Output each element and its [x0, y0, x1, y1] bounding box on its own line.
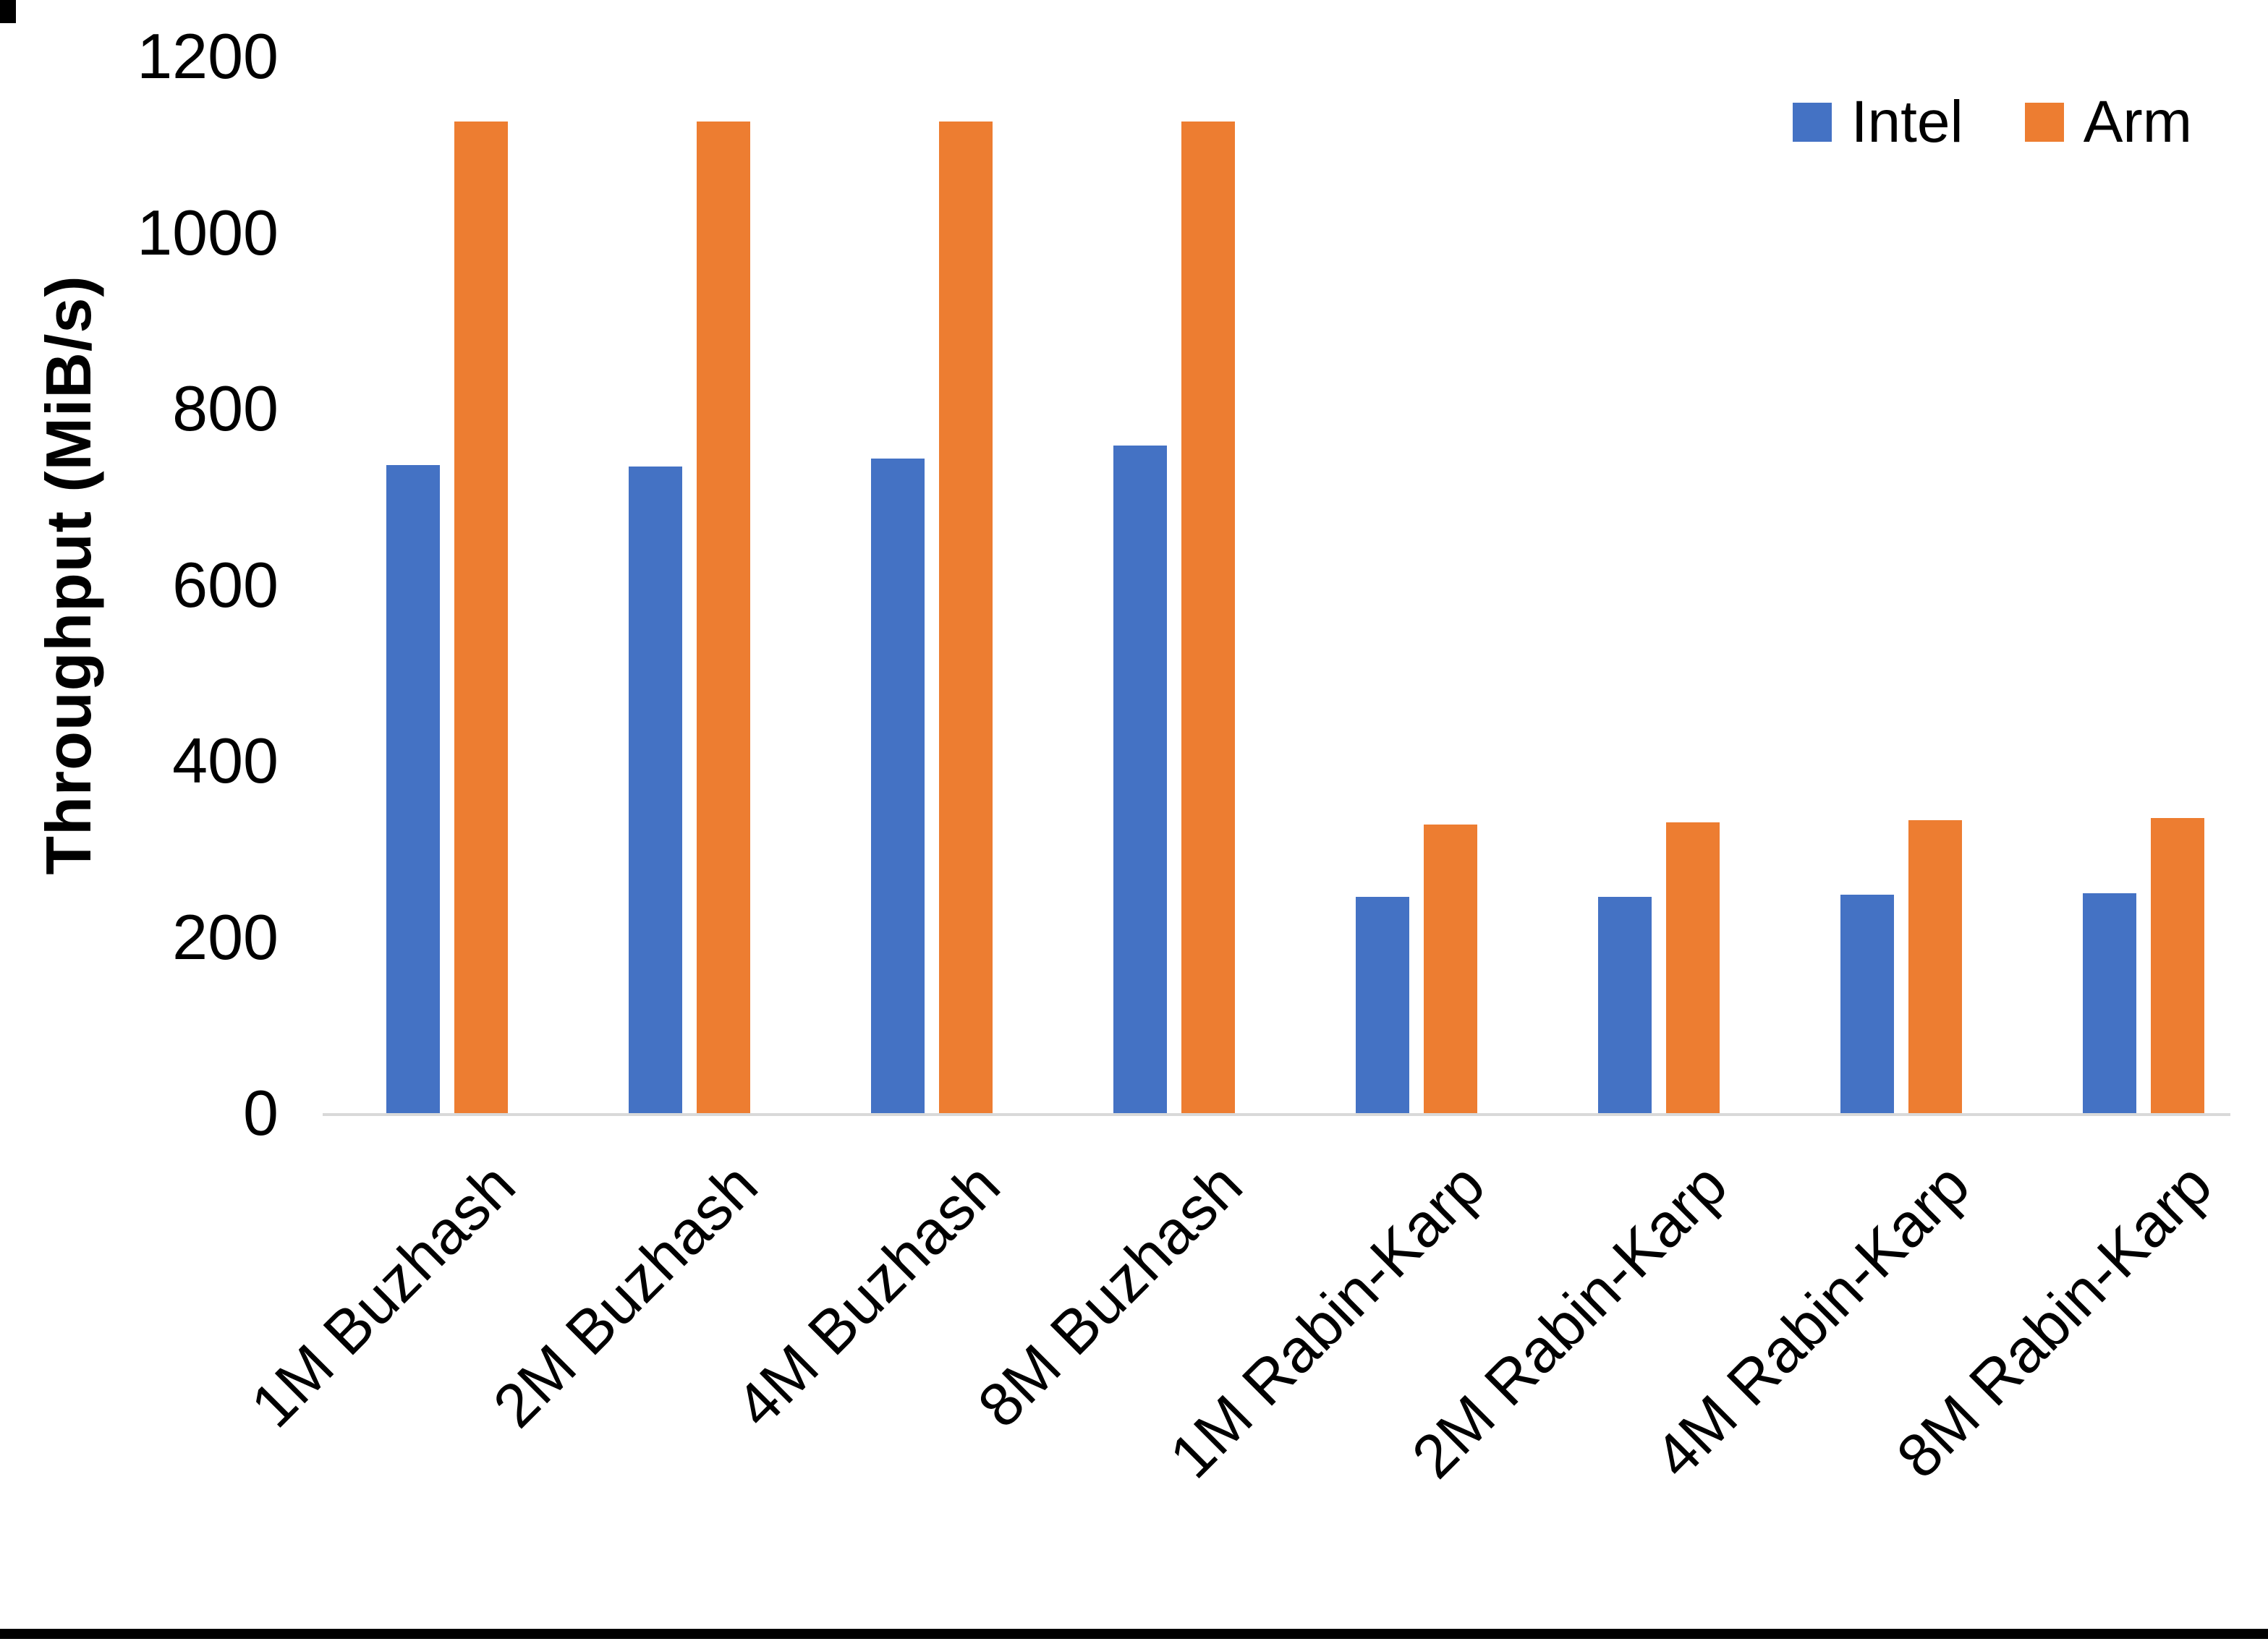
bar-intel-2m-buzhash [628, 466, 682, 1115]
y-tick-label-1000: 1000 [137, 196, 279, 268]
bar-group-1m-buzhash [326, 58, 568, 1115]
x-axis-line [323, 1113, 2230, 1116]
bar-intel-8m-buzhash [1113, 445, 1167, 1115]
legend: Intel Arm [1792, 88, 2192, 156]
bar-group-1m-rabin-karp [1295, 58, 1537, 1115]
bar-group-2m-buzhash [568, 58, 810, 1115]
bar-group-2m-rabin-karp [1537, 58, 1780, 1115]
y-tick-label-1200: 1200 [137, 20, 279, 92]
legend-label-intel: Intel [1851, 89, 1963, 155]
bar-group-8m-buzhash [1053, 58, 1295, 1115]
y-tick-label-800: 800 [172, 372, 279, 444]
legend-item-intel: Intel [1792, 88, 1963, 156]
arm-series-swatch [2024, 103, 2064, 142]
y-tick-label-600: 600 [172, 548, 279, 621]
bar-group-4m-rabin-karp [1780, 58, 2022, 1115]
legend-label-arm: Arm [2083, 89, 2192, 155]
bar-arm-4m-buzhash [938, 121, 993, 1115]
y-tick-label-0: 0 [243, 1076, 279, 1149]
screen-edge-artifact [0, 0, 16, 23]
y-tick-label-400: 400 [172, 724, 279, 796]
bar-intel-8m-rabin-karp [2082, 893, 2136, 1115]
bar-arm-4m-rabin-karp [1908, 820, 1962, 1115]
bar-intel-4m-rabin-karp [1840, 894, 1894, 1115]
legend-item-arm: Arm [2024, 88, 2192, 156]
bottom-border-line [0, 1629, 2268, 1639]
y-axis-title: Throughput (MiB/s) [33, 275, 104, 875]
bar-intel-1m-rabin-karp [1355, 897, 1409, 1115]
bar-arm-8m-rabin-karp [2150, 817, 2204, 1115]
bar-group-4m-buzhash [810, 58, 1053, 1115]
bar-arm-2m-rabin-karp [1665, 822, 1720, 1115]
bar-groups [326, 58, 2264, 1115]
bar-arm-1m-rabin-karp [1423, 825, 1477, 1115]
y-tick-label-200: 200 [172, 900, 279, 973]
bar-intel-1m-buzhash [386, 464, 440, 1115]
bar-intel-2m-rabin-karp [1597, 897, 1652, 1115]
bar-arm-8m-buzhash [1181, 121, 1235, 1115]
bar-intel-4m-buzhash [870, 459, 925, 1115]
bar-arm-2m-buzhash [696, 121, 750, 1115]
bar-group-8m-rabin-karp [2022, 58, 2264, 1115]
bar-arm-1m-buzhash [454, 121, 508, 1115]
intel-series-swatch [1792, 103, 1832, 142]
